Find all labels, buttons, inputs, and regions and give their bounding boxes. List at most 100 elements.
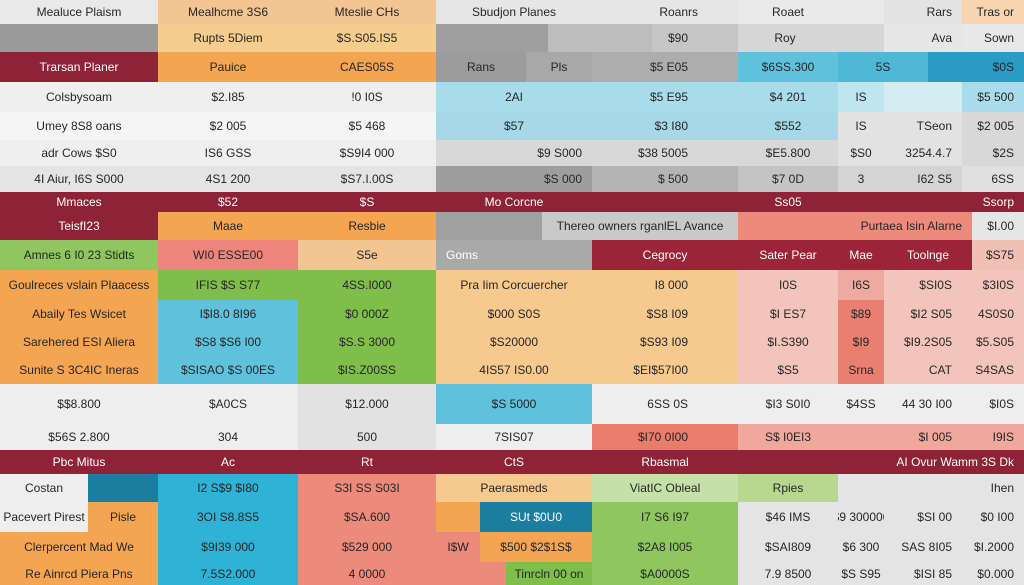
table-cell-empty[interactable] xyxy=(436,24,548,52)
table-cell[interactable]: $I9 xyxy=(838,328,884,356)
table-cell[interactable]: 3254.4.7 xyxy=(884,140,962,166)
table-cell[interactable]: $90 xyxy=(652,24,698,52)
table-cell[interactable]: IS6 GSS xyxy=(158,140,298,166)
table-cell[interactable]: $552 xyxy=(738,112,838,140)
table-cell[interactable]: $I9.2S05 xyxy=(884,328,962,356)
table-cell-empty[interactable] xyxy=(592,0,738,24)
table-cell[interactable]: $E5.800 xyxy=(738,140,838,166)
table-cell[interactable]: Ac xyxy=(158,450,298,474)
table-cell-empty[interactable] xyxy=(698,270,738,300)
table-cell[interactable]: $I 005 xyxy=(884,424,962,450)
table-cell[interactable]: 7.5S2.000 xyxy=(158,562,298,585)
table-cell[interactable]: Toolnge xyxy=(884,240,972,270)
table-cell[interactable]: 4S0S0 xyxy=(962,300,1024,328)
table-cell[interactable]: Colsbysoam xyxy=(0,82,158,112)
table-cell[interactable]: Srna xyxy=(838,356,884,384)
table-cell[interactable]: $S0 xyxy=(838,140,884,166)
table-cell[interactable]: $2.I85 xyxy=(158,82,298,112)
table-cell[interactable]: I7 S6 I97 xyxy=(592,502,738,532)
table-cell[interactable]: $5 E95 xyxy=(592,82,698,112)
table-cell-empty[interactable] xyxy=(436,502,480,532)
table-cell[interactable]: Pisle xyxy=(88,502,158,532)
table-cell[interactable]: Sater Pear xyxy=(738,240,838,270)
table-cell[interactable]: $S5 xyxy=(738,356,838,384)
table-cell[interactable]: $5 500 xyxy=(962,82,1024,112)
table-cell[interactable]: $2S xyxy=(962,140,1024,166)
table-cell[interactable]: CtS xyxy=(436,450,592,474)
table-cell[interactable]: Rans xyxy=(436,52,526,82)
table-cell[interactable]: $S xyxy=(298,192,436,212)
table-cell[interactable]: $SAI809 xyxy=(738,532,838,562)
table-cell[interactable]: Ssorp xyxy=(962,192,1024,212)
table-cell[interactable]: 4IS57 IS0.00 xyxy=(436,356,592,384)
table-cell[interactable]: Rars xyxy=(884,0,962,24)
table-cell[interactable]: Tinrcln 00 on xyxy=(506,562,592,585)
table-cell[interactable]: Mteslie CHs xyxy=(298,0,436,24)
table-cell[interactable]: Rt xyxy=(298,450,436,474)
table-cell[interactable]: Mealuce Plaism xyxy=(0,0,158,24)
table-cell-empty[interactable] xyxy=(698,112,738,140)
table-cell[interactable]: 5S xyxy=(838,52,928,82)
table-cell[interactable]: I62 S5 xyxy=(884,166,962,192)
table-cell[interactable]: TSeon xyxy=(884,112,962,140)
table-cell[interactable]: TeisfI23 xyxy=(0,212,158,240)
table-cell[interactable]: Mo Corcne xyxy=(436,192,592,212)
table-cell[interactable]: $6 300 xyxy=(838,532,884,562)
table-cell[interactable]: Maae xyxy=(158,212,298,240)
table-cell[interactable]: $500 $2$1S$ xyxy=(480,532,592,562)
table-cell[interactable]: $IS.Z00SS xyxy=(298,356,436,384)
table-cell-empty[interactable] xyxy=(592,192,738,212)
table-cell-empty[interactable] xyxy=(698,300,738,328)
table-cell[interactable]: 4S1 200 xyxy=(158,166,298,192)
table-cell[interactable]: $I.2000 xyxy=(962,532,1024,562)
table-cell[interactable]: $S93 I09 xyxy=(592,328,698,356)
table-cell[interactable]: Pacevert Pirest xyxy=(0,502,88,532)
table-cell[interactable]: Sunite S 3C4IC Ineras xyxy=(0,356,158,384)
table-cell-empty[interactable] xyxy=(698,140,738,166)
table-cell[interactable]: 44 30 I00 xyxy=(884,384,962,424)
table-cell[interactable]: $I.00 xyxy=(972,212,1024,240)
table-cell[interactable]: $SA.600 xyxy=(298,502,436,532)
table-cell-empty[interactable] xyxy=(738,450,838,474)
table-cell-empty[interactable] xyxy=(698,424,738,450)
table-cell[interactable]: Mealhcme 3S6 xyxy=(158,0,298,24)
table-cell[interactable]: $38 5005 xyxy=(592,140,698,166)
table-cell[interactable]: $9 S000 xyxy=(436,140,592,166)
table-cell-empty[interactable] xyxy=(738,212,838,240)
table-cell-empty[interactable] xyxy=(88,474,158,502)
table-cell[interactable]: $I0S xyxy=(962,384,1024,424)
table-cell[interactable]: $I ES7 xyxy=(738,300,838,328)
table-cell[interactable]: Roanrs xyxy=(659,5,698,19)
table-cell[interactable]: Costan xyxy=(0,474,88,502)
table-cell[interactable]: $9I39 000 xyxy=(158,532,298,562)
table-cell[interactable]: $56S 2.800 xyxy=(0,424,158,450)
table-cell-empty[interactable] xyxy=(838,192,962,212)
table-cell[interactable]: I2 S$9 $I80 xyxy=(158,474,298,502)
table-cell[interactable]: Trarsan Planer xyxy=(0,52,158,82)
table-cell[interactable]: $SI0S xyxy=(884,270,962,300)
table-cell-empty[interactable] xyxy=(698,384,738,424)
table-cell[interactable]: SUt $0U0 xyxy=(480,502,592,532)
table-cell[interactable]: $52 xyxy=(158,192,298,212)
table-cell-empty[interactable] xyxy=(838,0,884,24)
table-cell[interactable]: 2AI xyxy=(436,82,592,112)
table-cell[interactable]: Sarehered ESI Aliera xyxy=(0,328,158,356)
table-cell[interactable]: WI0 ESSE00 xyxy=(158,240,298,270)
table-cell-empty[interactable] xyxy=(698,166,738,192)
table-cell[interactable]: $9 300000 xyxy=(838,502,884,532)
table-cell-empty[interactable] xyxy=(698,82,738,112)
table-cell[interactable]: $0 I00 xyxy=(962,502,1024,532)
table-cell[interactable]: $SISAO $S 00ES xyxy=(158,356,298,384)
table-cell[interactable]: $I.S390 xyxy=(738,328,838,356)
table-cell[interactable]: $46 IMS xyxy=(738,502,838,532)
table-cell[interactable]: CAES05S xyxy=(298,52,436,82)
table-cell[interactable]: Rbasmal xyxy=(592,450,738,474)
table-cell[interactable]: $529 000 xyxy=(298,532,436,562)
table-cell[interactable]: S5e xyxy=(298,240,436,270)
table-cell[interactable]: $I70 0I00 xyxy=(592,424,698,450)
table-cell[interactable]: $2A8 I005 xyxy=(592,532,738,562)
table-cell[interactable]: $0 000Z xyxy=(298,300,436,328)
table-cell[interactable]: $S.S 3000 xyxy=(298,328,436,356)
table-cell[interactable]: S$ I0EI3 xyxy=(738,424,838,450)
table-cell[interactable]: $ISI 85 xyxy=(884,562,962,585)
